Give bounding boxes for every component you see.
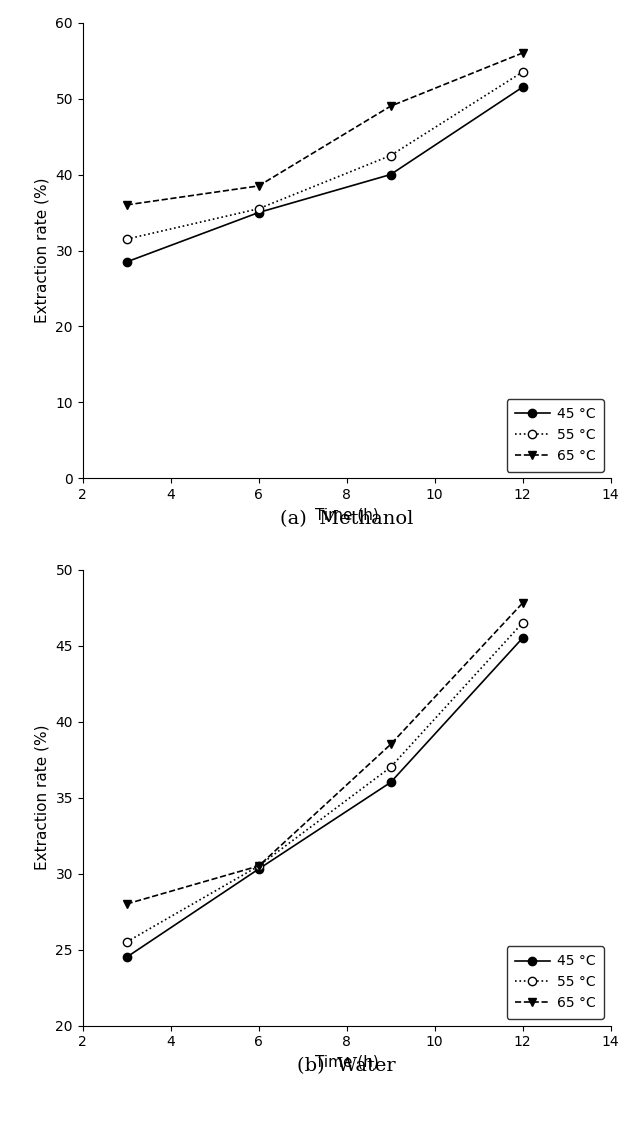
Line: 45 °C: 45 °C bbox=[123, 634, 527, 961]
55 °C bbox=[519, 616, 527, 629]
Line: 65 °C: 65 °C bbox=[123, 599, 527, 908]
45 °C bbox=[519, 632, 527, 645]
55 °C bbox=[519, 65, 527, 79]
65 °C bbox=[387, 99, 394, 113]
Y-axis label: Extraction rate (%): Extraction rate (%) bbox=[35, 178, 50, 324]
X-axis label: Time (h): Time (h) bbox=[315, 1055, 378, 1069]
45 °C bbox=[519, 80, 527, 94]
65 °C bbox=[519, 597, 527, 610]
Y-axis label: Extraction rate (%): Extraction rate (%) bbox=[35, 725, 50, 871]
45 °C bbox=[387, 168, 394, 182]
Line: 65 °C: 65 °C bbox=[123, 49, 527, 209]
65 °C bbox=[519, 46, 527, 60]
45 °C bbox=[255, 205, 263, 219]
65 °C bbox=[255, 860, 263, 873]
45 °C bbox=[123, 255, 130, 268]
55 °C bbox=[123, 232, 130, 246]
Legend: 45 °C, 55 °C, 65 °C: 45 °C, 55 °C, 65 °C bbox=[506, 399, 604, 472]
Line: 45 °C: 45 °C bbox=[123, 83, 527, 266]
Line: 55 °C: 55 °C bbox=[123, 68, 527, 244]
65 °C bbox=[255, 179, 263, 193]
45 °C bbox=[255, 862, 263, 875]
55 °C bbox=[255, 860, 263, 873]
65 °C bbox=[123, 199, 130, 212]
Legend: 45 °C, 55 °C, 65 °C: 45 °C, 55 °C, 65 °C bbox=[506, 946, 604, 1019]
Text: (a)  Methanol: (a) Methanol bbox=[280, 511, 413, 529]
Line: 55 °C: 55 °C bbox=[123, 618, 527, 946]
Text: (b)  Water: (b) Water bbox=[297, 1058, 396, 1076]
45 °C bbox=[123, 951, 130, 964]
55 °C bbox=[387, 760, 394, 774]
65 °C bbox=[387, 738, 394, 751]
55 °C bbox=[387, 149, 394, 162]
45 °C bbox=[387, 776, 394, 790]
X-axis label: Time (h): Time (h) bbox=[315, 508, 378, 522]
55 °C bbox=[123, 935, 130, 949]
65 °C bbox=[123, 897, 130, 910]
55 °C bbox=[255, 202, 263, 215]
